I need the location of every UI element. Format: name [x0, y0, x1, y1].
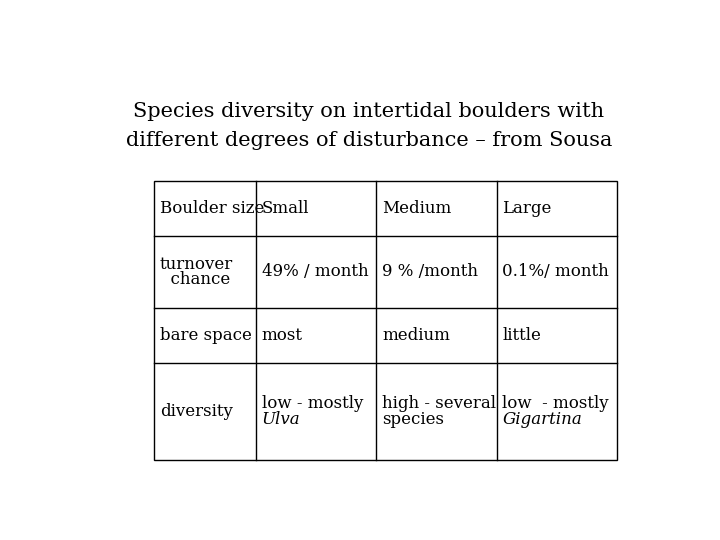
- Text: 9 % /month: 9 % /month: [382, 264, 478, 280]
- Text: chance: chance: [160, 271, 230, 288]
- Text: 49% / month: 49% / month: [261, 264, 368, 280]
- Text: little: little: [503, 327, 541, 343]
- Text: Boulder size: Boulder size: [160, 200, 264, 217]
- Text: low  - mostly: low - mostly: [503, 395, 609, 412]
- Text: high - several: high - several: [382, 395, 496, 412]
- Text: Small: Small: [261, 200, 309, 217]
- Text: species: species: [382, 410, 444, 428]
- Text: turnover: turnover: [160, 255, 233, 273]
- Text: most: most: [261, 327, 302, 343]
- Text: Large: Large: [503, 200, 552, 217]
- Text: low - mostly: low - mostly: [261, 395, 363, 412]
- Text: diversity: diversity: [160, 403, 233, 420]
- Text: different degrees of disturbance – from Sousa: different degrees of disturbance – from …: [126, 131, 612, 150]
- Text: Gigartina: Gigartina: [503, 410, 582, 428]
- Text: bare space: bare space: [160, 327, 251, 343]
- Text: Ulva: Ulva: [261, 410, 300, 428]
- Text: medium: medium: [382, 327, 450, 343]
- Text: 0.1%/ month: 0.1%/ month: [503, 264, 609, 280]
- Text: Species diversity on intertidal boulders with: Species diversity on intertidal boulders…: [133, 102, 605, 121]
- Text: Medium: Medium: [382, 200, 451, 217]
